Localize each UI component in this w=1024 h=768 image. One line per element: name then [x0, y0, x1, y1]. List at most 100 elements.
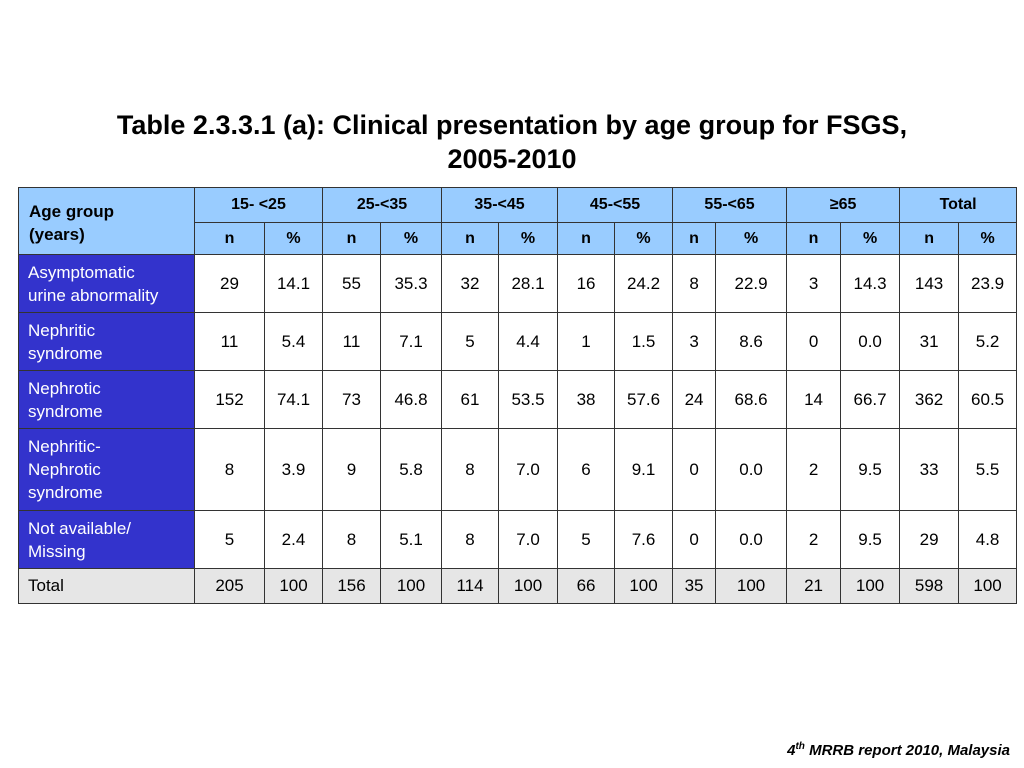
row-label-line: Nephritic — [28, 321, 96, 340]
row-label: Nephritic syndrome — [18, 312, 195, 371]
table-cell: 5 — [194, 510, 265, 569]
table-cell: 11 — [322, 312, 381, 371]
table-cell: 362 — [899, 370, 960, 429]
total-cell: 66 — [557, 568, 616, 604]
table-cell: 32 — [441, 254, 500, 313]
subheader-percent: % — [958, 222, 1018, 255]
table-cell: 66.7 — [840, 370, 901, 429]
total-cell: 598 — [899, 568, 960, 604]
table-cell: 57.6 — [614, 370, 674, 429]
table-cell: 74.1 — [264, 370, 323, 429]
footer-source: 4th MRRB report 2010, Malaysia — [787, 741, 1010, 759]
table-cell: 0 — [672, 428, 717, 511]
table-cell: 5.1 — [379, 510, 443, 569]
table-cell: 14 — [786, 370, 842, 429]
subheader-n: n — [557, 222, 616, 255]
group-header: 25-<35 — [321, 187, 443, 223]
table-cell: 9.1 — [614, 428, 674, 511]
age-group-header: Age group (years) — [18, 187, 195, 255]
total-cell: 100 — [498, 568, 559, 604]
table-cell: 0.0 — [715, 510, 788, 569]
table-cell: 35.3 — [379, 254, 443, 313]
total-cell: 100 — [715, 568, 788, 604]
subheader-n: n — [899, 222, 960, 255]
table-cell: 7.0 — [498, 510, 559, 569]
subheader-n: n — [194, 222, 265, 255]
table-row: Nephritic- Nephrotic syndrome 8 3.9 9 5.8 8 7.0 6… — [18, 428, 1018, 511]
table-cell: 31 — [899, 312, 960, 371]
table-cell: 53.5 — [498, 370, 559, 429]
group-header: Total — [899, 187, 1018, 223]
table-cell: 0.0 — [715, 428, 788, 511]
table-cell: 0.0 — [840, 312, 901, 371]
subheader-percent: % — [840, 222, 901, 255]
table-cell: 0 — [786, 312, 842, 371]
table-row: Nephritic syndrome 11 5.4 11 7.1 5 4.4 1 1.5 3 8.6 0… — [18, 312, 1018, 371]
table-cell: 6 — [557, 428, 616, 511]
table-cell: 29 — [899, 510, 960, 569]
table-cell: 55 — [322, 254, 381, 313]
table-cell: 3 — [786, 254, 842, 313]
table-cell: 46.8 — [379, 370, 443, 429]
table-cell: 22.9 — [715, 254, 788, 313]
footer-text: MRRB report 2010, Malaysia — [804, 742, 1010, 759]
row-label: Asymptomatic urine abnormality — [18, 254, 195, 313]
page-title: Table 2.3.3.1 (a): Clinical presentation… — [0, 108, 1024, 176]
age-group-label-line-1: Age group — [29, 202, 114, 221]
total-cell: 21 — [786, 568, 842, 604]
table-cell: 2 — [786, 428, 842, 511]
table-cell: 16 — [557, 254, 616, 313]
table-cell: 8 — [441, 428, 500, 511]
table-body: Asymptomatic urine abnormality 29 14.1 55 35.… — [18, 254, 1018, 604]
row-label-line: urine abnormality — [28, 286, 159, 305]
table-cell: 60.5 — [958, 370, 1018, 429]
row-label: Nephritic- Nephrotic syndrome — [18, 428, 195, 511]
table-row: Nephrotic syndrome 152 74.1 73 46.8 61 53.5 38 57… — [18, 370, 1018, 429]
table-cell: 7.6 — [614, 510, 674, 569]
table-cell: 9 — [322, 428, 381, 511]
group-header: 45-<55 — [557, 187, 674, 223]
table-cell: 2 — [786, 510, 842, 569]
total-row: Total 205 100 156 100 114 100 66 100 35 100 21 100 59… — [18, 568, 1018, 604]
total-cell: 100 — [379, 568, 443, 604]
row-label: Nephrotic syndrome — [18, 370, 195, 429]
row-label-line: Nephrotic — [28, 379, 101, 398]
table-cell: 61 — [441, 370, 500, 429]
table-cell: 7.1 — [379, 312, 443, 371]
title-line-1: Table 2.3.3.1 (a): Clinical presentation… — [116, 110, 908, 140]
table-cell: 33 — [899, 428, 960, 511]
table-cell: 7.0 — [498, 428, 559, 511]
subheader-n: n — [786, 222, 842, 255]
clinical-presentation-table: Age group (years) 15- <25 25-<35 35-<45 … — [18, 187, 1018, 604]
table-cell: 28.1 — [498, 254, 559, 313]
table-cell: 5.2 — [958, 312, 1018, 371]
table-cell: 5.4 — [264, 312, 323, 371]
table-cell: 3.9 — [264, 428, 323, 511]
table-cell: 4.8 — [958, 510, 1018, 569]
table-cell: 8 — [194, 428, 265, 511]
group-header: 55-<65 — [672, 187, 788, 223]
age-group-label-line-2: (years) — [29, 225, 85, 244]
table-cell: 5 — [441, 312, 500, 371]
table-cell: 152 — [194, 370, 265, 429]
table-cell: 9.5 — [840, 428, 901, 511]
table-cell: 14.3 — [840, 254, 901, 313]
table-cell: 23.9 — [958, 254, 1018, 313]
table-cell: 1 — [557, 312, 616, 371]
total-cell: 100 — [264, 568, 323, 604]
row-label-line: syndrome — [28, 402, 103, 421]
table-cell: 8.6 — [715, 312, 788, 371]
row-label-line: syndrome — [28, 344, 103, 363]
total-cell: 100 — [958, 568, 1018, 604]
table-cell: 143 — [899, 254, 960, 313]
row-label-line: syndrome — [28, 483, 103, 502]
row-label-line: Missing — [28, 542, 86, 561]
total-cell: 156 — [322, 568, 381, 604]
total-cell: 205 — [194, 568, 265, 604]
group-header: 35-<45 — [441, 187, 559, 223]
table-cell: 0 — [672, 510, 717, 569]
group-header: ≥65 — [786, 187, 901, 223]
table-cell: 8 — [322, 510, 381, 569]
table-cell: 3 — [672, 312, 717, 371]
total-cell: 35 — [672, 568, 717, 604]
